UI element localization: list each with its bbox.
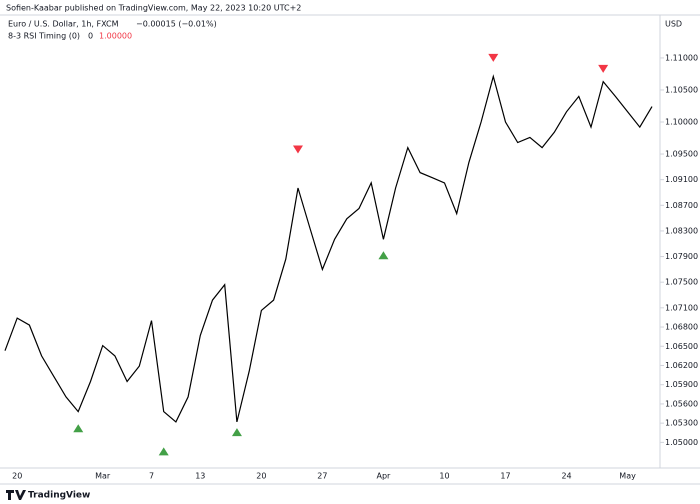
indicator-value: 0: [88, 32, 93, 41]
y-axis-unit: USD: [665, 20, 682, 29]
brand: TradingView: [28, 491, 90, 501]
y-tick-label: 1.05300: [665, 419, 698, 428]
indicator-signal: 1.00000: [99, 32, 132, 41]
x-tick-label: 20: [12, 472, 22, 481]
y-tick-label: 1.09500: [665, 150, 698, 159]
brand-logo: [6, 490, 26, 500]
publisher-note: Sofien-Kaabar published on TradingView.c…: [6, 4, 301, 13]
x-tick-label: May: [619, 472, 636, 481]
x-tick-label: 20: [256, 472, 266, 481]
x-tick-label: 24: [561, 472, 571, 481]
signal-down: [488, 53, 499, 62]
y-tick-label: 1.09100: [665, 175, 698, 184]
y-tick-label: 1.05900: [665, 380, 698, 389]
signal-down: [598, 64, 609, 73]
y-tick-label: 1.06800: [665, 323, 698, 332]
y-tick-label: 1.10000: [665, 118, 698, 127]
signal-up: [158, 447, 169, 456]
signal-up: [73, 424, 84, 433]
y-tick-label: 1.05000: [665, 438, 698, 447]
x-tick-label: 27: [317, 472, 327, 481]
signal-down: [292, 145, 303, 154]
signal-up: [231, 428, 242, 437]
y-tick-label: 1.06500: [665, 342, 698, 351]
change: −0.00015 (−0.01%): [136, 20, 217, 29]
x-tick-label: Mar: [95, 472, 111, 481]
y-tick-label: 1.07100: [665, 303, 698, 312]
signal-up: [378, 251, 389, 260]
x-tick-label: 17: [500, 472, 510, 481]
y-tick-label: 1.08300: [665, 226, 698, 235]
symbol-title: Euro / U.S. Dollar, 1h, FXCM: [8, 20, 119, 29]
y-tick-label: 1.08700: [665, 201, 698, 210]
price-line: [4, 74, 653, 423]
indicator-name: 8-3 RSI Timing (0): [8, 32, 80, 41]
y-tick-label: 1.07500: [665, 278, 698, 287]
y-tick-label: 1.07900: [665, 252, 698, 261]
x-tick-label: 10: [439, 472, 449, 481]
y-tick-label: 1.06200: [665, 361, 698, 370]
x-tick-label: 7: [149, 472, 154, 481]
x-tick-label: Apr: [377, 472, 392, 481]
x-tick-label: 13: [195, 472, 205, 481]
y-tick-label: 1.05600: [665, 399, 698, 408]
y-tick-label: 1.10500: [665, 85, 698, 94]
y-tick-label: 1.11000: [665, 53, 698, 62]
